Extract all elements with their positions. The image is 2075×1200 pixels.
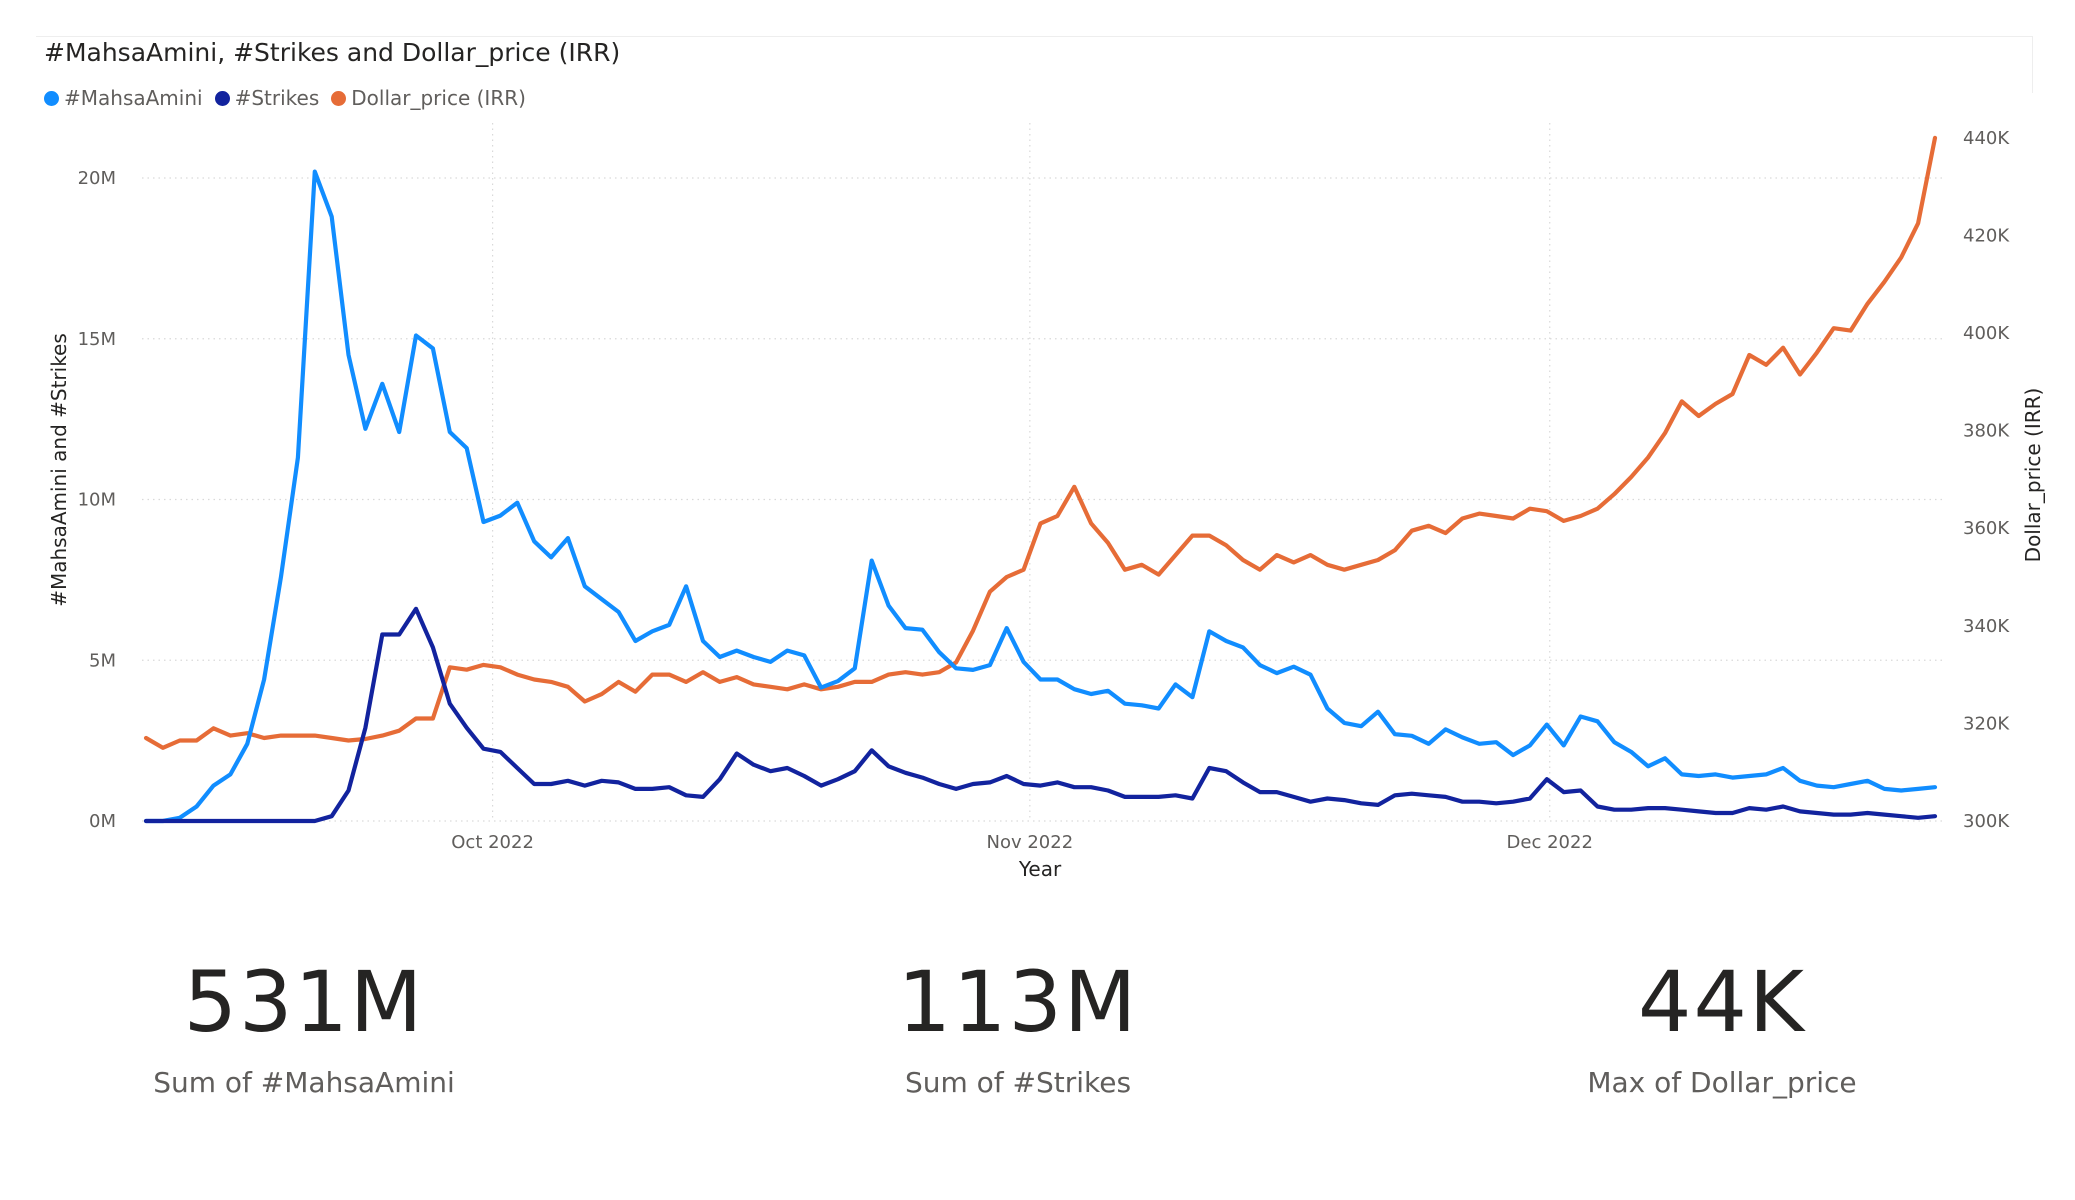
y-tick-label: 10M [78,490,116,511]
chart-title: #MahsaAmini, #Strikes and Dollar_price (… [44,38,621,67]
y-axis-title: #MahsaAmini and #Strikes [47,333,71,607]
card-max-dollar-price[interactable]: 44K Max of Dollar_price [1462,960,1982,1099]
x-tick-label: Nov 2022 [986,832,1073,853]
y2-axis-title: Dollar_price (IRR) [2021,388,2045,563]
line-chart[interactable]: 0M 5M 10M 15M 20M 300K 320K 340K 360K 380K 400K 420… [0,0,2075,900]
legend-item-strikes[interactable]: #Strikes [214,86,320,110]
card-sum-mahsaamini[interactable]: 531M Sum of #MahsaAmini [44,960,564,1099]
card-label: Max of Dollar_price [1587,1066,1857,1099]
y2-tick-label: 400K [1963,323,2010,344]
x-axis-title: Year [1018,857,1062,881]
series-lines [143,135,1938,824]
y2-tick-label: 360K [1963,518,2010,539]
legend-item-mahsaamini[interactable]: #MahsaAmini [44,86,203,110]
chart-legend: #MahsaAmini #Strikes Dollar_price (IRR) [44,86,526,110]
legend-item-dollar-price[interactable]: Dollar_price (IRR) [331,86,526,110]
y2-tick-label: 440K [1963,128,2010,149]
card-sum-strikes[interactable]: 113M Sum of #Strikes [758,960,1278,1099]
gridlines [142,123,1943,822]
y2-tick-label: 300K [1963,811,2010,832]
series-line-strikes[interactable] [143,606,1938,824]
legend-label: #Strikes [234,86,320,110]
axes: 0M 5M 10M 15M 20M 300K 320K 340K 360K 380K 400K 420… [47,128,2045,881]
series-line-dollar-price[interactable] [143,135,1938,750]
x-tick-label: Oct 2022 [451,832,534,853]
y2-tick-label: 320K [1963,713,2010,734]
card-value: 113M [897,953,1139,1051]
y2-tick-label: 340K [1963,616,2010,637]
card-value: 44K [1638,953,1806,1051]
legend-marker-icon [214,90,230,106]
y2-tick-label: 420K [1963,225,2010,246]
card-label: Sum of #MahsaAmini [153,1066,455,1099]
y-tick-label: 5M [89,650,116,671]
x-tick-label: Dec 2022 [1507,832,1593,853]
y2-tick-label: 380K [1963,421,2010,442]
y-tick-label: 15M [78,329,116,350]
legend-label: Dollar_price (IRR) [351,86,526,110]
card-value: 531M [183,953,425,1051]
card-label: Sum of #Strikes [904,1066,1132,1099]
legend-label: #MahsaAmini [64,86,203,110]
legend-marker-icon [331,90,347,106]
y-tick-label: 20M [78,168,116,189]
y-tick-label: 0M [89,811,116,832]
series-line-mahsaamini[interactable] [143,169,1938,824]
legend-marker-icon [44,90,59,106]
